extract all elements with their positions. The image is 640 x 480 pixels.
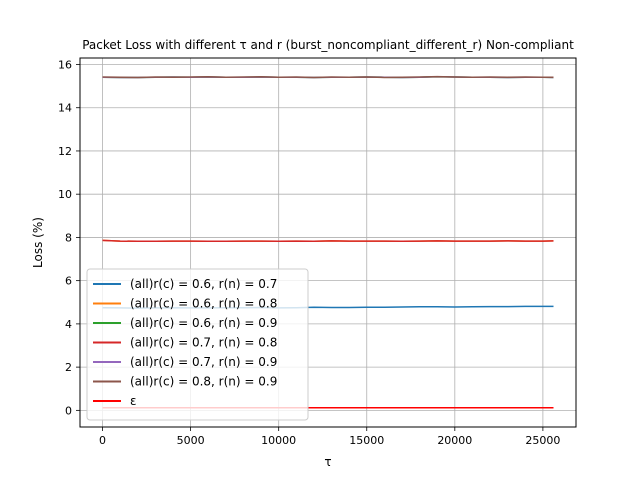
y-axis: 0 2 4 6 8 10 12 14 16 xyxy=(58,58,80,417)
y-tick-label: 6 xyxy=(65,275,72,288)
legend-label: ε xyxy=(130,394,137,408)
grid xyxy=(80,58,576,427)
x-tick-label: 10000 xyxy=(261,434,296,447)
y-tick-label: 4 xyxy=(65,318,72,331)
x-tick-label: 5000 xyxy=(177,434,205,447)
x-tick-label: 20000 xyxy=(437,434,472,447)
y-tick-label: 12 xyxy=(58,145,72,158)
chart-title: Packet Loss with different τ and r (burs… xyxy=(82,38,574,52)
y-tick-label: 0 xyxy=(65,404,72,417)
x-axis-label: τ xyxy=(324,455,331,469)
y-tick-label: 2 xyxy=(65,361,72,374)
legend-label: (all)r(c) = 0.8, r(n) = 0.9 xyxy=(130,375,277,389)
legend-label: (all)r(c) = 0.6, r(n) = 0.7 xyxy=(130,277,277,291)
x-tick-label: 25000 xyxy=(525,434,560,447)
x-tick-label: 0 xyxy=(99,434,106,447)
series-line-6 xyxy=(102,75,554,79)
y-axis-label: Loss (%) xyxy=(31,217,45,268)
legend-label: (all)r(c) = 0.6, r(n) = 0.8 xyxy=(130,297,277,311)
legend: (all)r(c) = 0.6, r(n) = 0.7 (all)r(c) = 0… xyxy=(86,268,309,421)
legend-box xyxy=(86,268,309,421)
y-tick-label: 10 xyxy=(58,188,72,201)
legend-label: (all)r(c) = 0.7, r(n) = 0.9 xyxy=(130,355,277,369)
y-tick-label: 16 xyxy=(58,58,72,71)
plot-frame xyxy=(79,57,577,428)
legend-label: (all)r(c) = 0.6, r(n) = 0.9 xyxy=(130,316,277,330)
y-tick-label: 14 xyxy=(58,102,72,115)
y-tick-label: 8 xyxy=(65,231,72,244)
x-tick-label: 15000 xyxy=(349,434,384,447)
series-line-4 xyxy=(102,239,554,243)
x-axis: 0 5000 10000 15000 20000 25000 xyxy=(99,427,560,447)
legend-label: (all)r(c) = 0.7, r(n) = 0.8 xyxy=(130,336,277,350)
